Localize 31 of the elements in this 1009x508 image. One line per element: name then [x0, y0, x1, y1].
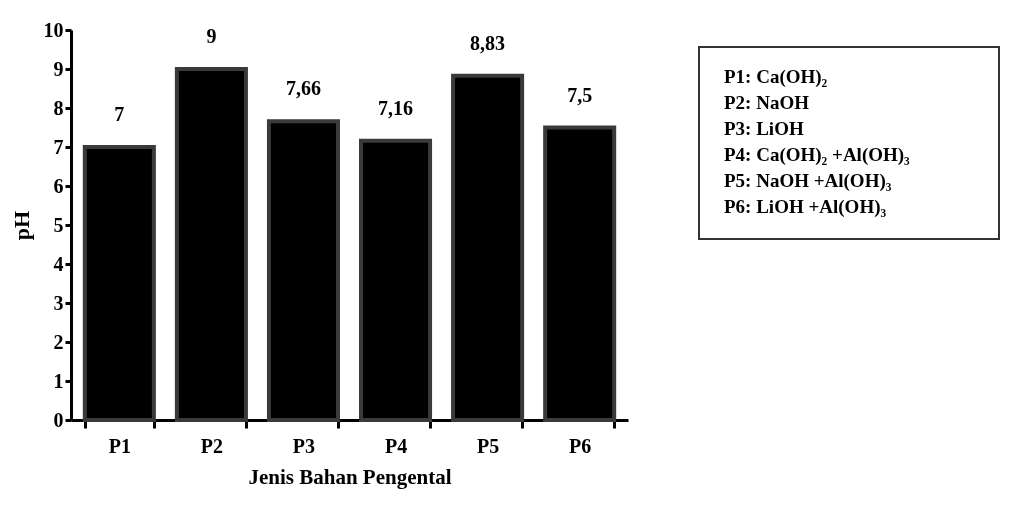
- y-tick-label: 6: [53, 174, 64, 197]
- y-tick-label: 1: [53, 369, 64, 392]
- x-tick-label: P2: [200, 434, 224, 457]
- x-tick-label: P4: [384, 434, 408, 457]
- data-label: 8,83: [470, 31, 506, 54]
- x-axis-title: Jenis Bahan Pengental: [248, 464, 452, 489]
- text: P3: LiOH: [724, 117, 805, 141]
- y-tick-label: 10: [43, 18, 64, 41]
- y-tick-label: 8: [53, 96, 64, 119]
- text: P6: LiOH +Al(OH)₃: [724, 195, 888, 219]
- y-axis-title: pH: [8, 210, 34, 241]
- x-tick-label: P3: [292, 434, 316, 457]
- x-tick-label: P1: [108, 434, 131, 457]
- y-tick-label: 5: [53, 213, 64, 236]
- data-label: 7,5: [567, 83, 593, 106]
- data-label: 7,66: [285, 77, 321, 100]
- x-tick-label: P5: [476, 434, 500, 457]
- text: P4: Ca(OH)₂ +Al(OH)₃: [724, 143, 911, 167]
- x-tick-label: P6: [569, 434, 592, 457]
- y-tick-label: 0: [53, 408, 64, 431]
- data-label: 9: [206, 25, 217, 47]
- y-tick-label: 3: [53, 291, 64, 314]
- text: P2: NaOH: [724, 91, 810, 115]
- data-label: 7,16: [378, 96, 414, 119]
- data-label: 7: [114, 103, 125, 125]
- y-tick-label: 2: [53, 330, 64, 353]
- y-tick-label: 7: [53, 135, 64, 158]
- y-tick-label: 9: [53, 57, 64, 80]
- y-tick-label: 4: [53, 252, 64, 275]
- text: P5: NaOH +Al(OH)₃: [724, 169, 893, 193]
- text: P1: Ca(OH)₂: [724, 65, 829, 89]
